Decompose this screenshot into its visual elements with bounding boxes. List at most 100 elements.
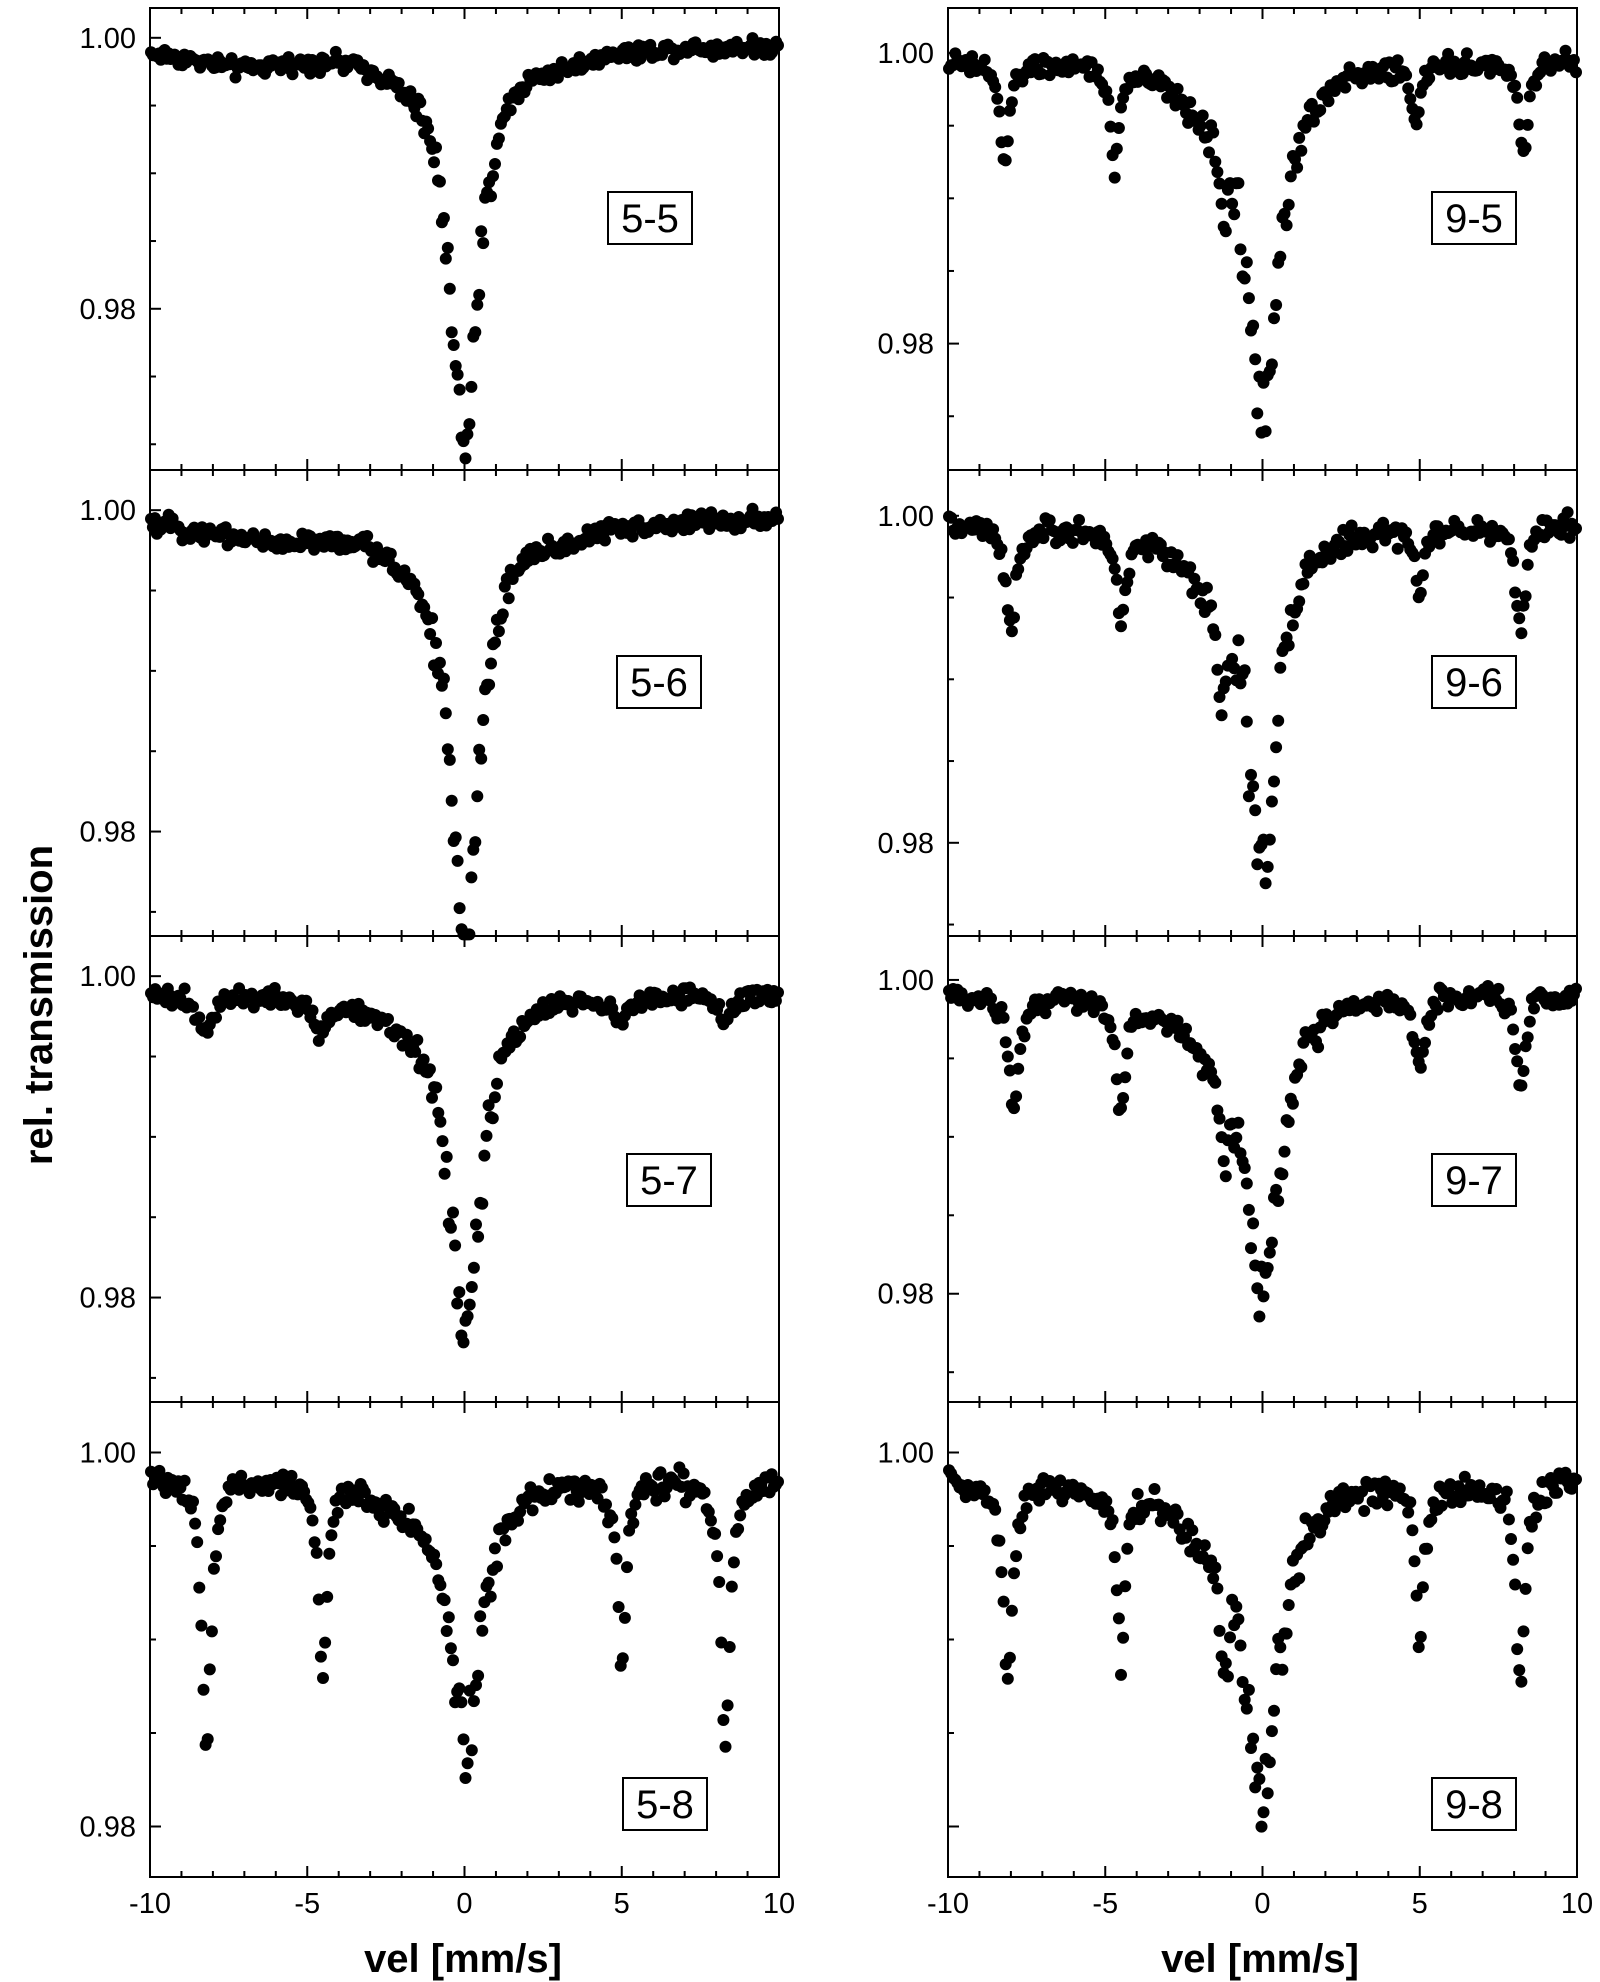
data-point <box>465 871 478 884</box>
y-tick-label: 1.00 <box>80 961 136 993</box>
sample-label: 9-6 <box>1445 661 1503 705</box>
data-point <box>317 1672 329 1684</box>
data-point <box>721 1699 734 1712</box>
data-point <box>1268 1704 1280 1717</box>
data-point <box>412 588 425 601</box>
data-point <box>1253 1773 1266 1785</box>
data-point <box>1211 1582 1224 1595</box>
data-point <box>1005 625 1018 638</box>
data-point <box>1525 1520 1538 1533</box>
data-point <box>229 71 242 84</box>
data-point <box>1230 1600 1243 1613</box>
data-point <box>1291 161 1304 174</box>
data-point <box>1270 299 1283 311</box>
data-point <box>1205 599 1218 612</box>
data-point <box>526 1504 539 1517</box>
data-point <box>1272 1195 1285 1207</box>
data-point <box>1010 1550 1023 1563</box>
data-point <box>1232 634 1245 647</box>
data-point <box>428 156 440 169</box>
data-point <box>1460 47 1473 60</box>
data-point <box>1530 1511 1543 1524</box>
y-tick-label: 1.00 <box>878 1437 934 1469</box>
data-point <box>492 625 505 638</box>
data-point <box>997 1011 1010 1024</box>
data-point <box>447 339 460 351</box>
data-point <box>473 288 486 301</box>
data-point <box>1268 775 1280 788</box>
data-point <box>483 678 496 691</box>
data-point <box>469 836 482 849</box>
data-point <box>987 523 1000 536</box>
data-point <box>1251 858 1264 871</box>
data-point <box>453 902 466 915</box>
data-point <box>459 452 472 465</box>
data-point <box>1400 526 1413 539</box>
data-point <box>1110 573 1123 586</box>
data-point <box>626 530 639 543</box>
data-point <box>440 1625 453 1637</box>
x-tick-label: -10 <box>129 1888 171 1920</box>
data-point <box>1148 1483 1161 1495</box>
data-point <box>451 1297 464 1310</box>
data-point <box>1521 1542 1534 1555</box>
data-point <box>1314 104 1327 117</box>
data-point <box>1297 577 1310 590</box>
y-tick-label: 1.00 <box>878 501 934 533</box>
data-point <box>1561 506 1574 519</box>
data-point <box>480 1129 493 1142</box>
data-point <box>732 1523 745 1535</box>
data-point <box>447 1654 459 1667</box>
x-tick-label: 0 <box>1254 1888 1270 1920</box>
x-axis-title-right: vel [mm/s] <box>1161 1937 1359 1981</box>
data-point <box>1339 81 1352 94</box>
data-point <box>319 1636 332 1649</box>
data-point <box>1247 780 1260 793</box>
data-point <box>453 1286 466 1299</box>
data-point <box>440 1150 453 1163</box>
panel-9-8: 1.00 -10 -5 0 5 10 9-8 <box>878 1401 1593 1920</box>
data-point <box>1280 1627 1293 1640</box>
data-point <box>467 1695 480 1708</box>
y-tick-label: 0.98 <box>80 817 136 849</box>
data-point <box>207 1562 220 1575</box>
data-point <box>999 154 1012 167</box>
data-point <box>439 707 452 720</box>
data-point <box>438 1594 451 1607</box>
data-point <box>1198 1539 1211 1552</box>
data-point <box>1066 536 1079 549</box>
data-point <box>1515 627 1528 640</box>
sample-label: 5-6 <box>630 661 688 705</box>
data-point <box>1523 90 1536 103</box>
data-point <box>1381 1499 1394 1512</box>
data-point <box>1219 1657 1232 1670</box>
data-point <box>1502 1513 1515 1526</box>
data-point <box>713 1576 726 1588</box>
sample-label-box: 5-6 <box>616 655 702 709</box>
data-point <box>1507 1553 1520 1566</box>
data-point <box>1245 1742 1257 1754</box>
data-point <box>1005 96 1018 109</box>
data-point <box>159 1487 172 1499</box>
data-point <box>444 1221 457 1234</box>
data-point <box>1001 1050 1014 1063</box>
data-point <box>476 1197 489 1210</box>
data-point <box>1043 514 1056 527</box>
data-point <box>210 1011 222 1024</box>
data-point <box>978 1484 991 1497</box>
data-point <box>502 592 515 605</box>
data-point <box>1408 1036 1421 1049</box>
data-point <box>203 1663 216 1676</box>
data-point <box>486 1112 499 1125</box>
sample-label: 9-8 <box>1445 1783 1503 1827</box>
data-point <box>1402 1506 1415 1519</box>
data-point <box>606 1512 619 1525</box>
data-point <box>625 1507 638 1520</box>
sample-label: 5-8 <box>636 1783 694 1827</box>
data-point <box>1416 1581 1429 1594</box>
data-point <box>1505 1003 1517 1016</box>
data-point <box>1393 1482 1406 1495</box>
panel-5-5: 1.00 0.98 5-5 <box>80 7 784 471</box>
sample-label-box: 5-7 <box>626 1153 712 1207</box>
data-point <box>1234 243 1247 256</box>
